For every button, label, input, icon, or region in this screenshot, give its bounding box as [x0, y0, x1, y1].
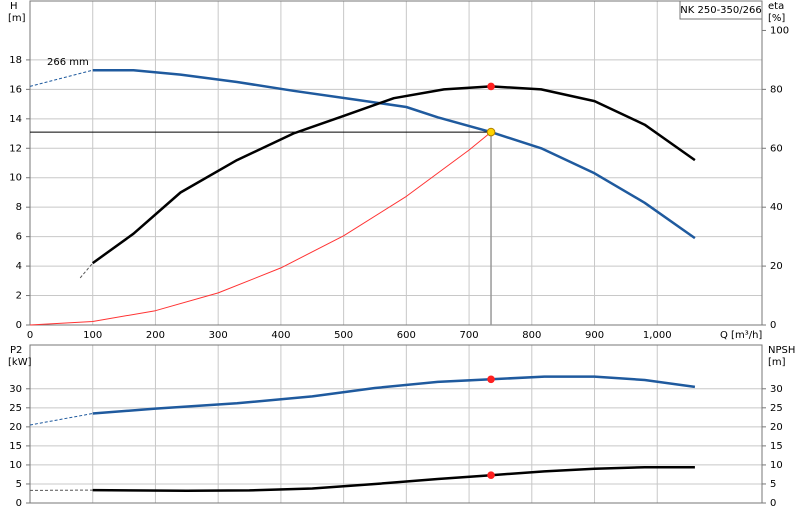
x-tick-label: 200: [146, 330, 165, 341]
y-tick-label: 20: [9, 422, 22, 433]
curve: [79, 262, 94, 279]
y-tick-label: 0: [16, 498, 22, 509]
x-tick-label: 800: [522, 330, 541, 341]
y-tick-label: 6: [16, 232, 22, 243]
y-axis-label: H: [10, 1, 18, 12]
curve: [91, 85, 696, 265]
y-axis-label: P2: [10, 345, 22, 356]
y2-tick-label: 40: [770, 202, 783, 213]
y2-axis-unit: [%]: [768, 13, 785, 24]
x-tick-label: 700: [460, 330, 479, 341]
y-tick-label: 25: [9, 403, 22, 414]
operating-point: [487, 375, 495, 384]
plot-frame: [29, 0, 763, 326]
x-tick-label: 100: [83, 330, 102, 341]
y2-tick-label: 60: [770, 143, 783, 154]
curve-annotation: 266 mm: [47, 57, 89, 68]
y2-axis-label: eta: [768, 1, 784, 12]
y-tick-label: 4: [16, 261, 22, 272]
y2-tick-label: 15: [770, 441, 783, 452]
y-axis-unit: [kW]: [8, 357, 32, 368]
curve: [29, 413, 93, 426]
x-tick-label: 900: [585, 330, 604, 341]
curve: [29, 69, 93, 87]
y2-tick-label: 25: [770, 403, 783, 414]
plot-frame: [29, 344, 763, 504]
operating-point: [487, 82, 495, 91]
y-tick-label: 2: [16, 291, 22, 302]
y-tick-label: 10: [9, 460, 22, 471]
y-tick-label: 14: [9, 114, 22, 125]
x-tick-label: 300: [209, 330, 228, 341]
curve: [92, 68, 696, 240]
curve: [92, 375, 696, 415]
y-axis-unit: [m]: [8, 13, 26, 24]
y2-axis-unit: [m]: [768, 357, 786, 368]
y2-tick-label: 0: [770, 498, 776, 509]
y-tick-label: 30: [9, 384, 22, 395]
y2-tick-label: 30: [770, 384, 783, 395]
x-tick-label: 500: [334, 330, 353, 341]
y-tick-label: 5: [16, 479, 22, 490]
y-tick-label: 8: [16, 202, 22, 213]
y-tick-label: 16: [9, 84, 22, 95]
y-tick-label: 18: [9, 55, 22, 66]
y2-tick-label: 5: [770, 479, 776, 490]
y2-axis-label: NPSH: [768, 345, 795, 356]
y-tick-label: 12: [9, 143, 22, 154]
y2-tick-label: 10: [770, 460, 783, 471]
x-tick-label: 400: [271, 330, 290, 341]
y-tick-label: 15: [9, 441, 22, 452]
y-tick-label: 0: [16, 320, 22, 331]
y2-tick-label: 20: [770, 422, 783, 433]
x-tick-label: 0: [27, 330, 33, 341]
x-tick-label: 600: [397, 330, 416, 341]
curve: [29, 131, 492, 326]
chart-title: NK 250-350/266: [680, 5, 761, 16]
y2-tick-label: 0: [770, 320, 776, 331]
y2-tick-label: 100: [770, 25, 789, 36]
x-axis-label: Q [m³/h]: [720, 330, 762, 341]
operating-point: [486, 127, 496, 137]
y-tick-label: 10: [9, 173, 22, 184]
y2-tick-label: 20: [770, 261, 783, 272]
x-tick-label: 1,000: [643, 330, 672, 341]
operating-point: [487, 471, 495, 480]
y2-tick-label: 80: [770, 84, 783, 95]
curve: [92, 465, 695, 493]
